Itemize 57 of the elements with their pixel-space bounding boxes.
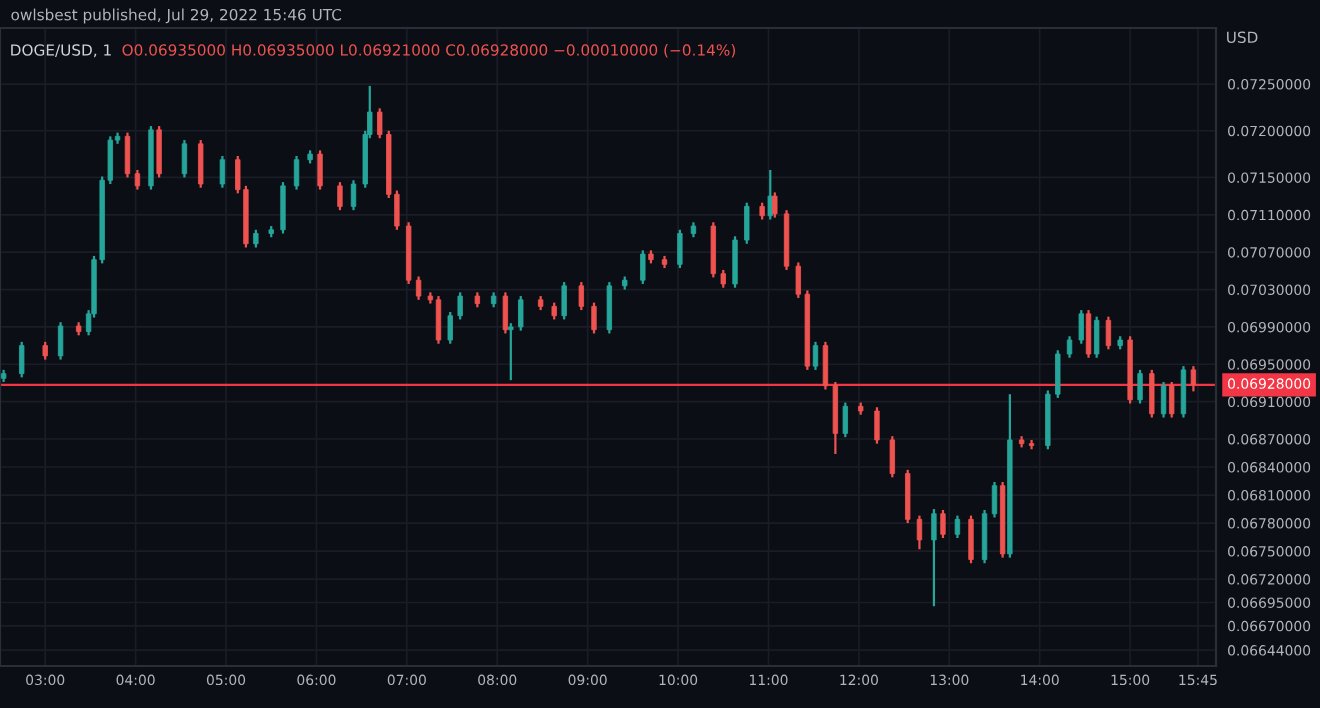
- candlestick: [198, 138, 204, 189]
- candlestick: [1190, 365, 1197, 393]
- candlestick: [677, 228, 683, 270]
- candlestick: [905, 468, 911, 525]
- candlestick: [134, 168, 141, 191]
- candlestick: [1085, 308, 1092, 359]
- candlestick: [19, 340, 25, 379]
- candlestick: [1169, 380, 1175, 419]
- candlestick: [124, 131, 131, 179]
- candlestick: [1066, 335, 1073, 359]
- candlestick: [842, 401, 848, 439]
- candlestick: [954, 514, 961, 540]
- candlestick: [1180, 365, 1187, 419]
- candlestick: [968, 514, 974, 565]
- candlestick: [640, 249, 646, 286]
- candlestick: [337, 181, 343, 212]
- candlestick: [744, 201, 750, 245]
- candlestick: [991, 480, 998, 519]
- candlestick: [518, 294, 524, 332]
- candlestick: [1078, 308, 1084, 345]
- candlestick: [561, 280, 567, 321]
- candlestick: [732, 235, 738, 289]
- candlestick: [293, 154, 300, 191]
- candlestick: [219, 154, 226, 189]
- candlestick: [502, 291, 509, 335]
- candlestick: [606, 280, 613, 335]
- candlestick: [1105, 315, 1112, 351]
- candlestick: [1055, 349, 1061, 400]
- candlestick: [874, 406, 880, 445]
- candlestick: [940, 508, 946, 540]
- candlestick: [812, 340, 819, 371]
- candlestick: [435, 294, 442, 345]
- candlestick: [181, 138, 188, 179]
- candlestick: [578, 280, 585, 312]
- candlestick: [156, 124, 162, 179]
- candlestick: [447, 310, 453, 345]
- candlestick: [981, 508, 988, 565]
- candlestick: [280, 181, 286, 235]
- candlestick: [350, 179, 357, 212]
- candlestick: [822, 340, 829, 391]
- candlestick: [710, 221, 717, 279]
- candlestick: [317, 149, 323, 191]
- candlestick: [772, 191, 778, 219]
- candlestick: [1149, 368, 1155, 419]
- candlestick: [591, 301, 597, 335]
- candlestick: [57, 321, 64, 361]
- candlestick: [767, 168, 773, 221]
- candlestick: [1160, 380, 1167, 419]
- candlestick: [415, 275, 422, 301]
- candlestick: [832, 380, 839, 456]
- candlestick: [508, 322, 514, 382]
- candlestick: [1137, 368, 1143, 405]
- candlestick: [1093, 315, 1100, 359]
- candlestick: [916, 514, 923, 551]
- candlestick: [931, 507, 937, 608]
- candlestick: [457, 291, 463, 321]
- candlestick: [889, 435, 896, 479]
